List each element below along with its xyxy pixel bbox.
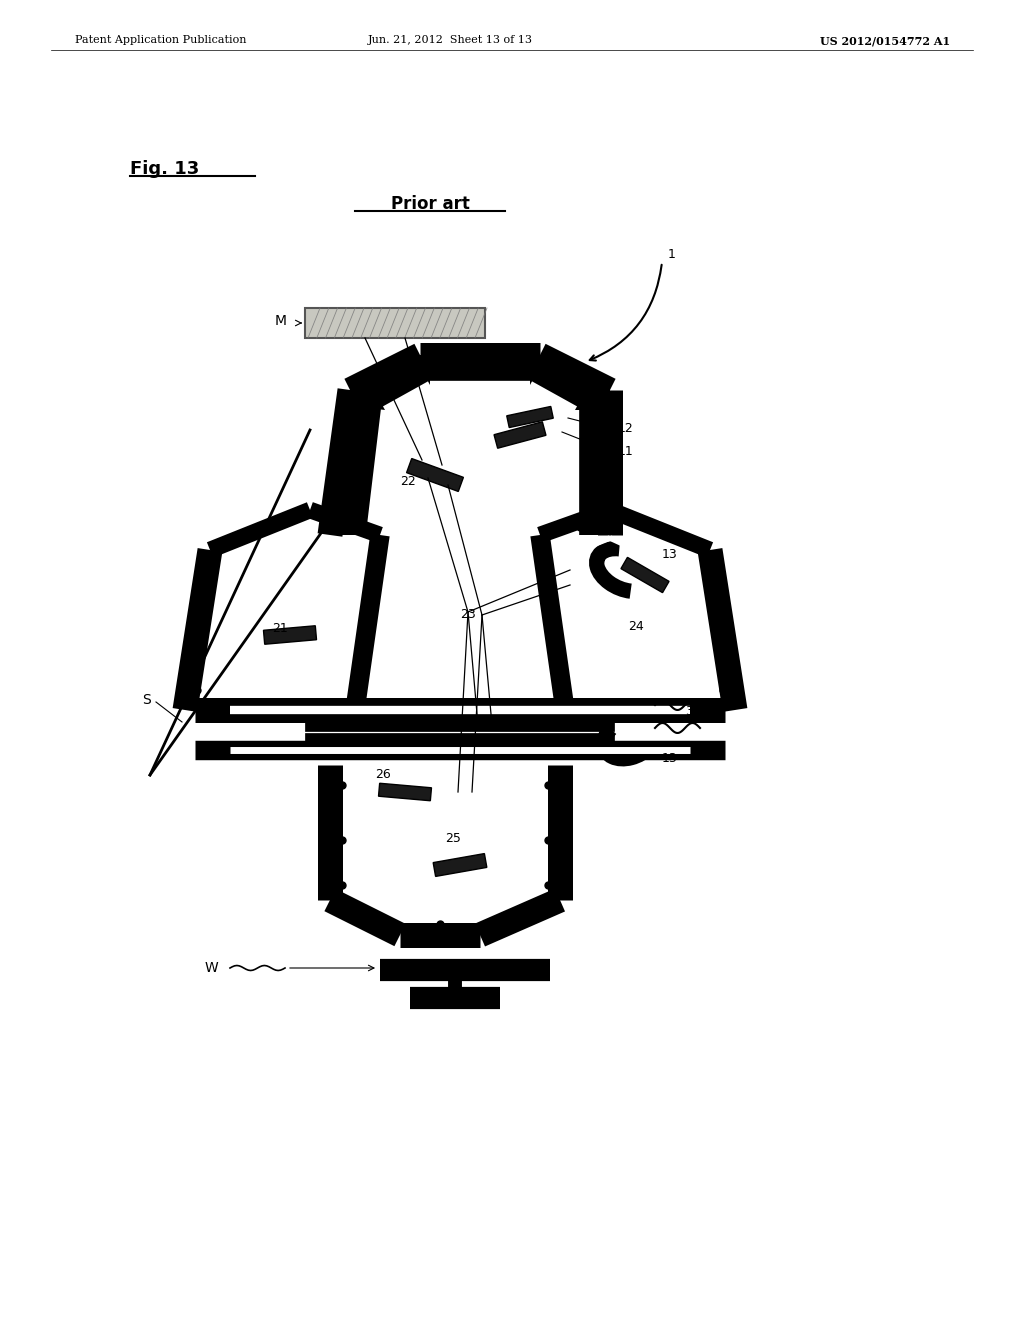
Text: W: W: [205, 961, 219, 975]
Text: 24: 24: [628, 620, 644, 634]
Text: 13: 13: [662, 548, 678, 561]
Polygon shape: [433, 854, 486, 876]
Text: 22: 22: [400, 475, 416, 488]
Polygon shape: [370, 385, 575, 535]
Polygon shape: [263, 626, 316, 644]
Text: 21: 21: [272, 622, 288, 635]
Polygon shape: [494, 422, 546, 449]
Text: Prior art: Prior art: [390, 195, 469, 213]
Polygon shape: [330, 355, 610, 535]
Text: 26: 26: [375, 768, 391, 781]
Text: Patent Application Publication: Patent Application Publication: [75, 36, 247, 45]
Text: 30: 30: [685, 705, 700, 718]
Text: Fig. 13: Fig. 13: [130, 160, 200, 178]
Text: 23: 23: [460, 609, 476, 620]
Polygon shape: [621, 557, 669, 593]
Text: 25: 25: [445, 832, 461, 845]
Text: 1: 1: [668, 248, 676, 261]
Text: 11: 11: [618, 445, 634, 458]
Text: 13: 13: [662, 752, 678, 766]
Polygon shape: [507, 407, 553, 428]
Text: 12: 12: [618, 422, 634, 436]
Text: M: M: [275, 314, 287, 327]
Text: S: S: [142, 693, 151, 708]
Text: Jun. 21, 2012  Sheet 13 of 13: Jun. 21, 2012 Sheet 13 of 13: [368, 36, 532, 45]
Polygon shape: [379, 783, 431, 801]
Polygon shape: [407, 458, 464, 491]
FancyBboxPatch shape: [305, 308, 485, 338]
Text: US 2012/0154772 A1: US 2012/0154772 A1: [820, 36, 950, 46]
